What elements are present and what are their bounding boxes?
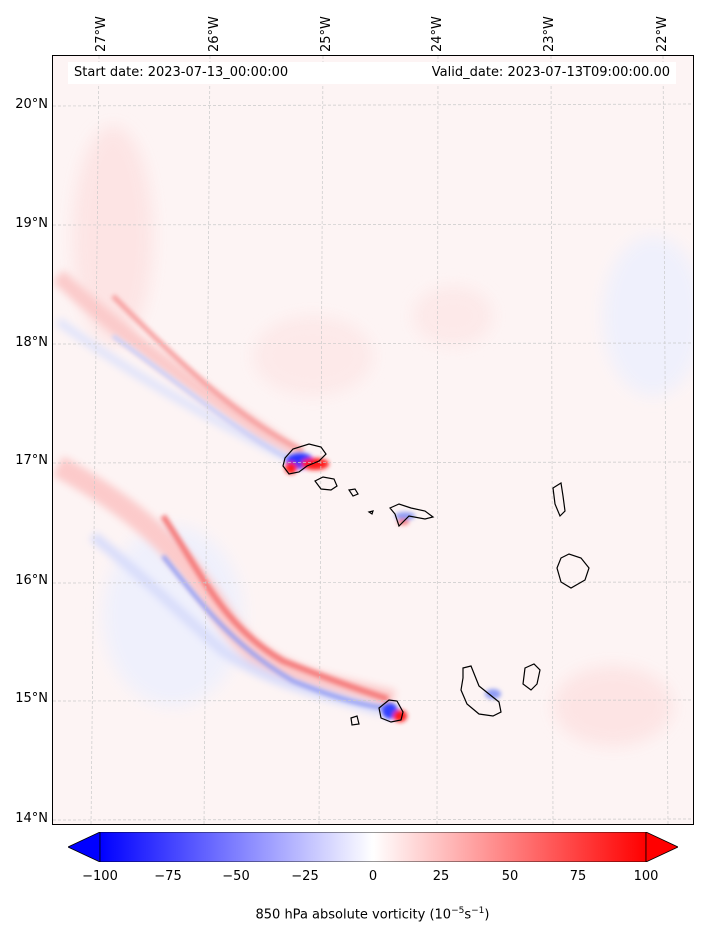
- colorbar-min-extend: [68, 832, 101, 862]
- cb-tick-m25: −25: [291, 869, 319, 884]
- cb-tick-m100: −100: [82, 869, 118, 884]
- santiago-coast: [460, 665, 502, 717]
- brava-coast: [350, 715, 360, 726]
- sao-vicente-coast: [314, 476, 338, 491]
- santo-antao-coast: [282, 443, 327, 475]
- lon-label-27w: 27°W: [94, 16, 109, 52]
- colorbar-max-extend: [645, 832, 678, 862]
- colorbar-title: 850 hPa absolute vorticity (10−5s−1): [255, 906, 490, 923]
- colorbar-gradient: [99, 832, 647, 862]
- lon-label-24w: 24°W: [430, 16, 445, 52]
- start-date-label: Start date: 2023-07-13_00:00:00: [74, 65, 289, 80]
- lat-label-16n: 16°N: [15, 573, 48, 588]
- cb-tick-25: 25: [432, 869, 450, 884]
- cb-tick-75: 75: [569, 869, 587, 884]
- lon-label-25w: 25°W: [319, 16, 334, 52]
- lon-label-23w: 23°W: [542, 16, 557, 52]
- date-info-box: Start date: 2023-07-13_00:00:00 Valid_da…: [68, 62, 676, 84]
- cb-tick-100: 100: [633, 869, 659, 884]
- fogo-coast: [378, 699, 404, 723]
- valid-date-label: Valid_date: 2023-07-13T09:00:00.00: [431, 65, 670, 80]
- coastlines: [282, 443, 590, 726]
- boa-vista-coast: [556, 553, 590, 589]
- cb-tick-m50: −50: [222, 869, 250, 884]
- colorbar: [68, 832, 678, 862]
- cb-tick-m75: −75: [154, 869, 182, 884]
- lat-label-20n: 20°N: [15, 97, 48, 112]
- santa-luzia-coast: [347, 488, 359, 497]
- lat-label-14n: 14°N: [15, 811, 48, 826]
- lat-label-17n: 17°N: [15, 453, 48, 468]
- vorticity-map: [52, 55, 694, 825]
- vorticity-field: [53, 56, 693, 824]
- maio-coast: [522, 663, 541, 691]
- lat-label-19n: 19°N: [15, 216, 48, 231]
- lat-label-18n: 18°N: [15, 335, 48, 350]
- lon-label-22w: 22°W: [655, 16, 670, 52]
- lat-label-15n: 15°N: [15, 691, 48, 706]
- lon-label-26w: 26°W: [207, 16, 222, 52]
- cb-tick-50: 50: [501, 869, 519, 884]
- graticule: [53, 56, 693, 824]
- ilheu-coast: [367, 510, 374, 515]
- sao-nicolau-coast: [389, 503, 435, 528]
- sal-coast: [552, 482, 566, 518]
- cb-tick-0: 0: [368, 869, 378, 884]
